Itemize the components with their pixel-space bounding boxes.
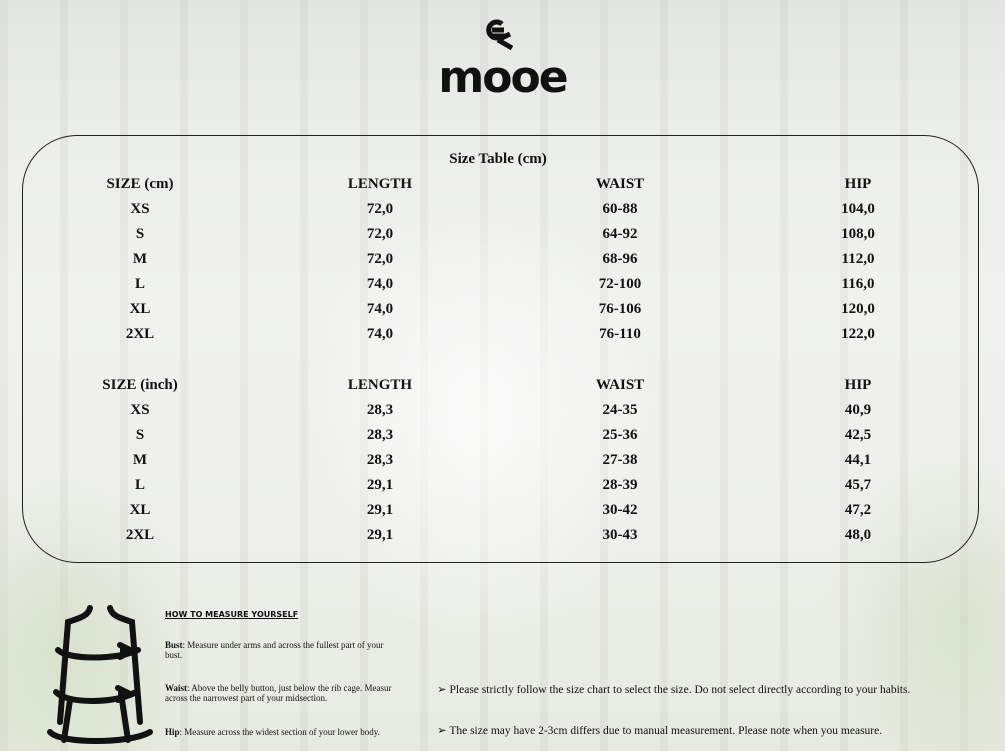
arrow-bullet-icon: ➢	[437, 684, 450, 696]
table-cell: S	[135, 226, 145, 242]
table-cell: 30-42	[602, 502, 638, 518]
table-cell: 74,0	[366, 326, 394, 342]
note-item: ➢ Please strictly follow the size chart …	[437, 682, 910, 696]
table-cell: 72-100	[598, 276, 642, 292]
table-cell: 68-96	[602, 251, 638, 267]
column-header: WAIST	[595, 176, 645, 192]
brand-name: mooe	[438, 52, 568, 103]
column-header: LENGTH	[347, 176, 413, 192]
table-cell: 76-106	[598, 301, 642, 317]
measure-label: Bust	[165, 640, 183, 650]
table-cell: 25-36	[602, 427, 638, 443]
column-header: SIZE (inch)	[102, 377, 178, 393]
table-cell: 42,5	[844, 427, 872, 443]
measure-label: Hip	[165, 727, 180, 737]
table-cell: 29,1	[366, 502, 394, 518]
table-cell: 27-38	[602, 452, 638, 468]
how-to-measure-heading: HOW TO MEASURE YOURSELF	[165, 610, 299, 619]
measure-item: Hip: Measure across the widest section o…	[165, 727, 395, 737]
measure-item: Bust: Measure under arms and across the …	[165, 640, 395, 660]
table-cell: 72,0	[366, 251, 394, 267]
table-cell: 28,3	[366, 427, 394, 443]
column-header: HIP	[844, 377, 872, 393]
table-cell: 48,0	[844, 527, 872, 543]
column-header: SIZE (cm)	[106, 176, 174, 192]
table-cell: M	[132, 251, 148, 267]
table-cell: 2XL	[125, 527, 155, 543]
table-cell: L	[134, 276, 146, 292]
table-cell: 29,1	[366, 477, 394, 493]
table-cell: 120,0	[841, 301, 875, 317]
note-text: Please strictly follow the size chart to…	[449, 684, 911, 696]
table-cell: 28,3	[366, 402, 394, 418]
table-cell: 40,9	[844, 402, 872, 418]
table-cell: 29,1	[366, 527, 394, 543]
table-cell: 47,2	[844, 502, 872, 518]
measure-text: : Above the belly button, just below the…	[165, 683, 392, 703]
table-cell: 45,7	[844, 477, 872, 493]
table-cell: 74,0	[366, 276, 394, 292]
table-cell: 2XL	[125, 326, 155, 342]
table-cell: M	[132, 452, 148, 468]
measure-text: : Measure across the widest section of y…	[179, 727, 380, 737]
table-cell: 44,1	[844, 452, 872, 468]
table-cell: XL	[129, 502, 151, 518]
note-text: The size may have 2-3cm differs due to m…	[449, 725, 883, 737]
measure-label: Waist	[165, 683, 188, 693]
column-header: WAIST	[595, 377, 645, 393]
table-cell: 28,3	[366, 452, 394, 468]
table-cell: 60-88	[602, 201, 638, 217]
table-cell: 108,0	[841, 226, 875, 242]
table-cell: 72,0	[366, 226, 394, 242]
arrow-bullet-icon: ➢	[437, 725, 450, 737]
table-cell: S	[135, 427, 145, 443]
column-header: HIP	[844, 176, 872, 192]
table-cell: XL	[129, 301, 151, 317]
table-cell: 74,0	[366, 301, 394, 317]
table-cell: 28-39	[602, 477, 638, 493]
table-cell: 116,0	[841, 276, 875, 292]
table-cell: 64-92	[602, 226, 638, 242]
table-cell: XS	[130, 402, 150, 418]
size-table-panel	[22, 135, 979, 563]
table-cell: 112,0	[841, 251, 875, 267]
table-cell: 104,0	[841, 201, 875, 217]
table-cell: 72,0	[366, 201, 394, 217]
table-cell: 24-35	[602, 402, 638, 418]
measure-item: Waist: Above the belly button, just belo…	[165, 683, 395, 703]
table-cell: XS	[130, 201, 150, 217]
measure-text: : Measure under arms and across the full…	[165, 640, 384, 660]
column-header: LENGTH	[347, 377, 413, 393]
body-measure-icon	[47, 605, 153, 744]
table-cell: 30-43	[602, 527, 638, 543]
table-cell: L	[134, 477, 146, 493]
note-item: ➢ The size may have 2-3cm differs due to…	[437, 723, 882, 737]
table-title: Size Table (cm)	[449, 151, 547, 167]
table-cell: 122,0	[841, 326, 875, 342]
table-cell: 76-110	[599, 326, 641, 342]
